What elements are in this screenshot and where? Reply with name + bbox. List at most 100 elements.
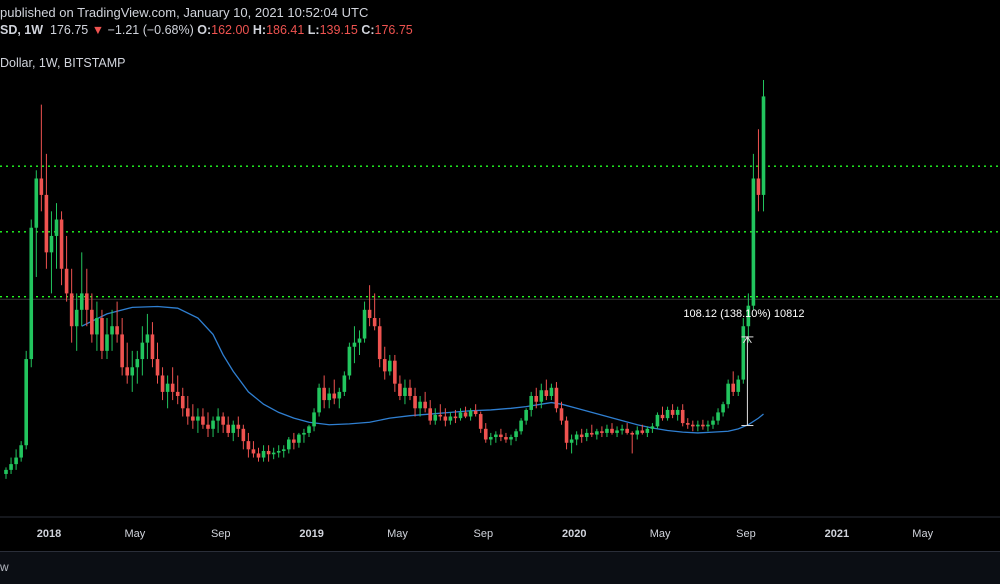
candle-body bbox=[514, 431, 518, 438]
candle-body bbox=[130, 367, 135, 376]
publish-info: published on TradingView.com, January 10… bbox=[0, 5, 368, 20]
candle-body bbox=[393, 360, 397, 384]
chart-subtitle: Dollar, 1W, BITSTAMP bbox=[0, 56, 126, 70]
footer-bar: w bbox=[0, 551, 1000, 584]
last-price: 176.75 bbox=[50, 23, 89, 37]
candle-body bbox=[610, 428, 614, 433]
candle-body bbox=[761, 96, 766, 195]
candle-body bbox=[180, 395, 185, 409]
candle-body bbox=[615, 430, 619, 433]
candle-body bbox=[660, 414, 665, 419]
footer-label[interactable]: w bbox=[0, 560, 9, 574]
low-label: L: bbox=[307, 23, 320, 37]
candle-body bbox=[24, 359, 28, 446]
candle-body bbox=[423, 401, 427, 409]
x-tick-label: 2018 bbox=[37, 528, 61, 540]
x-tick-label: 2021 bbox=[825, 528, 849, 540]
candle-body bbox=[281, 449, 286, 451]
candle-body bbox=[736, 379, 741, 392]
candle-body bbox=[160, 375, 165, 392]
candle-body bbox=[711, 420, 715, 425]
candle-body bbox=[534, 395, 539, 402]
publish-text: published on TradingView.com, January 10… bbox=[0, 5, 369, 20]
candle-body bbox=[216, 416, 220, 421]
candle-body bbox=[115, 326, 119, 335]
ohlc-legend: SD, 1W 176.75 ▼ −1.21 (−0.68%) O:162.00 … bbox=[0, 23, 413, 37]
open-value: 162.00 bbox=[211, 23, 250, 37]
candle-body bbox=[196, 416, 200, 421]
candle-body bbox=[19, 445, 23, 458]
candle-body bbox=[539, 390, 544, 402]
x-tick-label: Sep bbox=[211, 528, 231, 540]
candle-body bbox=[413, 395, 417, 409]
candle-body bbox=[665, 409, 670, 419]
candle-body bbox=[347, 346, 352, 376]
candle-body bbox=[408, 387, 412, 396]
moving-average-line bbox=[81, 305, 764, 434]
candle-body bbox=[696, 424, 700, 427]
candle-body bbox=[170, 383, 175, 392]
candle-body bbox=[59, 219, 64, 269]
candle-body bbox=[670, 409, 675, 415]
candle-body bbox=[519, 420, 523, 432]
low-value: 139.15 bbox=[319, 23, 358, 37]
candle-body bbox=[574, 434, 579, 440]
high-value: 186.41 bbox=[266, 23, 305, 37]
candle-body bbox=[14, 457, 18, 465]
candle-body bbox=[489, 437, 493, 440]
candle-body bbox=[549, 387, 554, 396]
candle-body bbox=[595, 431, 599, 435]
price-change: −1.21 (−0.68%) bbox=[107, 23, 194, 37]
x-tick-label: 2020 bbox=[562, 528, 586, 540]
candle-body bbox=[105, 334, 109, 351]
candle-body bbox=[473, 410, 478, 415]
candle-body bbox=[630, 432, 634, 435]
candle-body bbox=[468, 410, 473, 417]
x-tick-label: May bbox=[650, 528, 671, 540]
candle-body bbox=[453, 416, 458, 419]
candle-body bbox=[312, 412, 316, 427]
candle-body bbox=[327, 393, 331, 401]
candle-body bbox=[756, 178, 761, 195]
x-tick-label: Sep bbox=[736, 528, 756, 540]
x-tick-label: Sep bbox=[474, 528, 494, 540]
candle-body bbox=[266, 450, 271, 455]
candle-body bbox=[701, 424, 705, 427]
candle-body bbox=[135, 359, 140, 368]
candle-body bbox=[645, 428, 650, 433]
candle-body bbox=[251, 449, 256, 454]
candle-body bbox=[9, 464, 13, 470]
candle-body bbox=[554, 387, 559, 409]
candle-body bbox=[186, 408, 190, 417]
candle-body bbox=[600, 431, 604, 433]
candle-body bbox=[4, 469, 8, 474]
candle-body bbox=[287, 439, 291, 450]
symbol-label: SD, 1W bbox=[0, 23, 44, 37]
candle-body bbox=[79, 293, 84, 310]
candle-body bbox=[271, 452, 276, 455]
candle-body bbox=[428, 408, 432, 421]
candle-body bbox=[569, 439, 574, 443]
candle-body bbox=[145, 334, 150, 343]
candle-body bbox=[155, 359, 160, 376]
candle-body bbox=[337, 391, 342, 399]
measure-arrow-icon bbox=[742, 335, 752, 344]
candle-body bbox=[650, 426, 655, 429]
candle-body bbox=[559, 408, 564, 421]
x-tick-label: May bbox=[125, 528, 146, 540]
candle-body bbox=[69, 293, 74, 327]
candle-body bbox=[706, 424, 710, 427]
candle-body bbox=[691, 424, 695, 427]
candle-body bbox=[418, 401, 422, 409]
candle-body bbox=[54, 219, 59, 236]
down-arrow-icon: ▼ bbox=[91, 23, 105, 37]
candle-body bbox=[685, 423, 690, 425]
candle-body bbox=[367, 309, 372, 319]
candle-body bbox=[332, 393, 337, 399]
candle-body bbox=[74, 309, 79, 327]
candle-body bbox=[433, 414, 438, 421]
candle-body bbox=[120, 334, 124, 368]
candle-body bbox=[463, 412, 468, 417]
candle-body bbox=[726, 383, 730, 405]
